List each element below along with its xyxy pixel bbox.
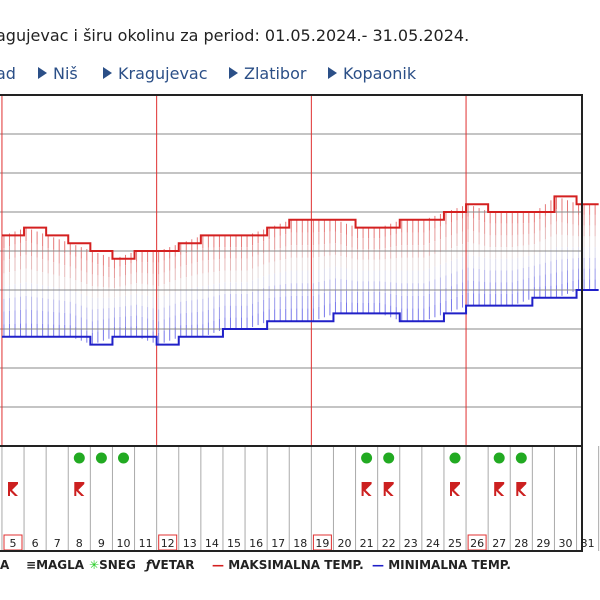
nav-link-kopaonik[interactable]: Kopaonik xyxy=(328,64,416,83)
arrow-right-icon xyxy=(229,66,238,79)
min-temp-line xyxy=(1,289,599,346)
storm-glyph xyxy=(494,482,505,496)
storm-glyph xyxy=(383,482,394,496)
nav-link-kragujevac[interactable]: Kragujevac xyxy=(103,64,208,83)
legend-max-temp: — MAKSIMALNA TEMP. xyxy=(212,558,364,572)
day-label: 10 xyxy=(117,537,131,550)
storm-icon xyxy=(450,482,460,496)
day-label: 31 xyxy=(581,537,595,550)
day-label: 28 xyxy=(514,537,528,550)
rain-icon xyxy=(493,452,505,464)
day-label: 24 xyxy=(426,537,440,550)
day-label: 26 xyxy=(470,537,484,550)
day-label: 11 xyxy=(139,537,153,550)
max-temp-line xyxy=(1,195,599,260)
storm-glyph xyxy=(450,482,460,496)
nav-link-zlatibor[interactable]: Zlatibor xyxy=(229,64,306,83)
storm-glyph xyxy=(74,482,85,496)
page-title: agujevac i širu okolinu za period: 01.05… xyxy=(0,26,470,45)
rain-icon xyxy=(118,452,129,464)
day-label: 20 xyxy=(338,537,352,550)
storm-icon xyxy=(494,482,505,496)
rain-icon xyxy=(95,452,107,464)
arrow-right-icon xyxy=(103,66,112,79)
storm-glyph xyxy=(516,482,527,496)
day-label: 22 xyxy=(382,537,396,550)
storm-icon xyxy=(8,482,18,496)
arrow-right-icon xyxy=(328,66,337,79)
day-label: 12 xyxy=(161,537,175,550)
day-label: 30 xyxy=(559,537,573,550)
day-label: 7 xyxy=(54,537,61,550)
legend-fragment: A xyxy=(0,558,10,572)
max-line-icon: — xyxy=(212,558,224,572)
day-label: 25 xyxy=(448,537,462,550)
day-label: 18 xyxy=(293,537,307,550)
storm-glyph xyxy=(361,482,372,496)
day-label: 5 xyxy=(10,537,17,550)
arrow-right-icon xyxy=(38,66,47,79)
rain-icon xyxy=(515,452,527,464)
day-label: 9 xyxy=(98,537,105,550)
nav-link-beograd[interactable]: ad xyxy=(0,64,16,83)
snow-icon: ✳ xyxy=(89,558,100,572)
day-label: 27 xyxy=(492,537,506,550)
temperature-chart: 5 6 7 8 9 10 11 12 13 14 15 16 17 18 19 20 21 22 23 24 25 26 2… xyxy=(0,94,600,552)
legend-sneg: ✳SNEG xyxy=(89,558,136,572)
min-line-icon: — xyxy=(372,558,384,572)
day-label: 13 xyxy=(183,537,197,550)
storm-icon xyxy=(361,482,372,496)
rain-icon xyxy=(73,452,85,464)
storm-icon xyxy=(74,482,85,496)
day-label: 19 xyxy=(315,537,329,550)
legend-magla: ≡MAGLA xyxy=(26,558,85,572)
legend-vetar: ƒVETAR xyxy=(146,558,195,572)
day-label: 16 xyxy=(249,537,263,550)
day-label: 14 xyxy=(205,537,219,550)
legend-min-temp: — MINIMALNA TEMP. xyxy=(372,558,511,572)
day-label: 29 xyxy=(536,537,550,550)
rain-icon xyxy=(361,452,373,464)
day-label: 6 xyxy=(32,537,39,550)
rain-icon xyxy=(449,452,461,464)
fog-icon: ≡ xyxy=(26,558,37,572)
rain-icon xyxy=(383,452,395,464)
storm-icon xyxy=(516,482,527,496)
day-label: 8 xyxy=(76,537,83,550)
storm-icon xyxy=(383,482,394,496)
storm-glyph xyxy=(8,482,18,496)
day-label: 23 xyxy=(404,537,418,550)
day-label: 17 xyxy=(271,537,285,550)
day-label: 21 xyxy=(360,537,374,550)
wind-icon: ƒ xyxy=(146,558,152,572)
nav-link-nis[interactable]: Niš xyxy=(38,64,78,83)
day-label: 15 xyxy=(227,537,241,550)
